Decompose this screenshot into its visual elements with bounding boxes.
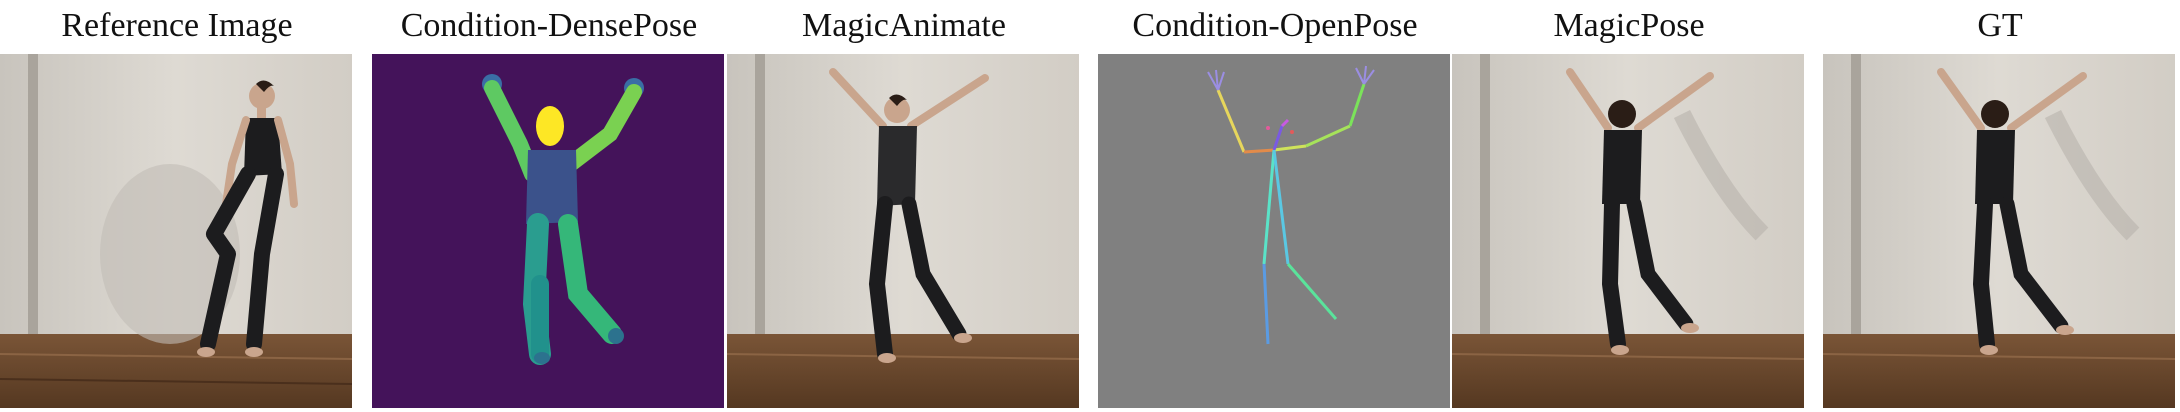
caption-magicanimate: MagicAnimate — [802, 7, 1006, 44]
magicanimate-output — [727, 54, 1079, 408]
caption-condition-openpose: Condition-OpenPose — [1132, 7, 1418, 44]
caption-magicpose: MagicPose — [1553, 7, 1705, 44]
ground-truth-panel — [1823, 54, 2175, 408]
caption-condition-densepose: Condition-DensePose — [400, 7, 698, 44]
densepose-condition-panel — [372, 54, 724, 408]
densepose-map — [372, 54, 724, 408]
caption-reference-image: Reference Image — [61, 7, 293, 44]
magicanimate-panel — [727, 54, 1079, 408]
caption-gt: GT — [1977, 7, 2023, 44]
openpose-condition-panel — [1098, 54, 1450, 408]
magicpose-output — [1452, 54, 1804, 408]
ground-truth-photo — [1823, 54, 2175, 408]
openpose-skeleton — [1098, 54, 1450, 408]
magicpose-panel — [1452, 54, 1804, 408]
reference-image-panel — [0, 54, 352, 408]
reference-photo — [0, 54, 352, 408]
